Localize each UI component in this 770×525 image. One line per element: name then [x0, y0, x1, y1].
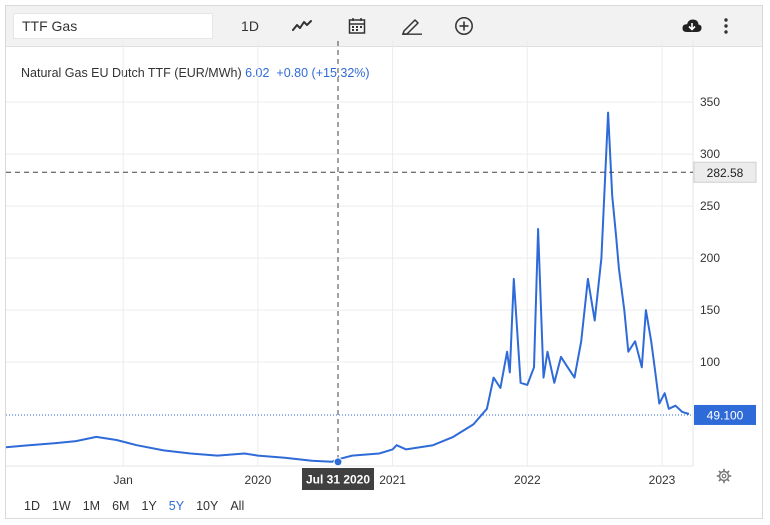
last-price-label: 49.100 [707, 408, 744, 422]
ticker-name: Natural Gas EU Dutch TTF (EUR/MWh) [21, 66, 242, 80]
more-vertical-icon[interactable] [720, 14, 732, 38]
y-tick-label: 300 [700, 147, 720, 161]
range-selector: 1D 1W 1M 6M 1Y 5Y 10Y All [18, 496, 250, 516]
crosshair-point [333, 457, 343, 467]
range-1y[interactable]: 1Y [141, 499, 157, 513]
price-chart[interactable]: 100 150 200 250 300 350 Jan 2020 2021 2022 2023 49.… [6, 6, 762, 518]
x-tick-label: 2021 [379, 473, 406, 487]
x-tick-label: 2020 [245, 473, 272, 487]
crosshair-date-label: Jul 31 2020 [306, 473, 370, 487]
x-tick-label: 2023 [649, 473, 676, 487]
interval-button[interactable]: 1D [241, 18, 259, 34]
x-tick-label: 2022 [514, 473, 541, 487]
range-1m[interactable]: 1M [82, 499, 101, 513]
range-1d[interactable]: 1D [24, 499, 40, 513]
settings-gear-icon[interactable] [716, 468, 732, 484]
last-price-badge [694, 404, 756, 425]
range-5y[interactable]: 5Y [168, 499, 185, 513]
x-tick-label: Jan [114, 473, 133, 487]
y-tick-label: 200 [700, 251, 720, 265]
y-tick-label: 100 [700, 355, 720, 369]
y-tick-label: 250 [700, 199, 720, 213]
add-indicator-icon[interactable] [453, 14, 475, 38]
y-tick-label: 350 [700, 95, 720, 109]
y-tick-label: 150 [700, 303, 720, 317]
range-all[interactable]: All [230, 499, 245, 513]
symbol-search-input[interactable]: TTF Gas [13, 13, 213, 39]
range-1w[interactable]: 1W [51, 499, 71, 513]
ticker-last-price: 6.02 [245, 66, 270, 80]
download-icon[interactable] [681, 14, 703, 38]
price-series-line [6, 111, 690, 463]
draw-pencil-icon[interactable] [399, 14, 425, 38]
calendar-icon[interactable] [346, 14, 368, 38]
line-chart-style-icon[interactable] [291, 14, 313, 38]
crosshair-price-badge [693, 161, 757, 183]
ticker-header: Natural Gas EU Dutch TTF (EUR/MWh) 6.02 … [21, 66, 370, 80]
chart-widget: TTF Gas 1D [5, 5, 763, 519]
range-10y[interactable]: 10Y [196, 499, 219, 513]
ticker-change-pct: (+15.32%) [311, 66, 370, 80]
ticker-change: +0.80 [276, 66, 309, 80]
chart-toolbar: TTF Gas 1D [6, 6, 762, 47]
range-6m[interactable]: 6M [112, 499, 130, 513]
crosshair-price-label: 282.58 [707, 166, 744, 180]
crosshair-date-badge [302, 468, 374, 490]
